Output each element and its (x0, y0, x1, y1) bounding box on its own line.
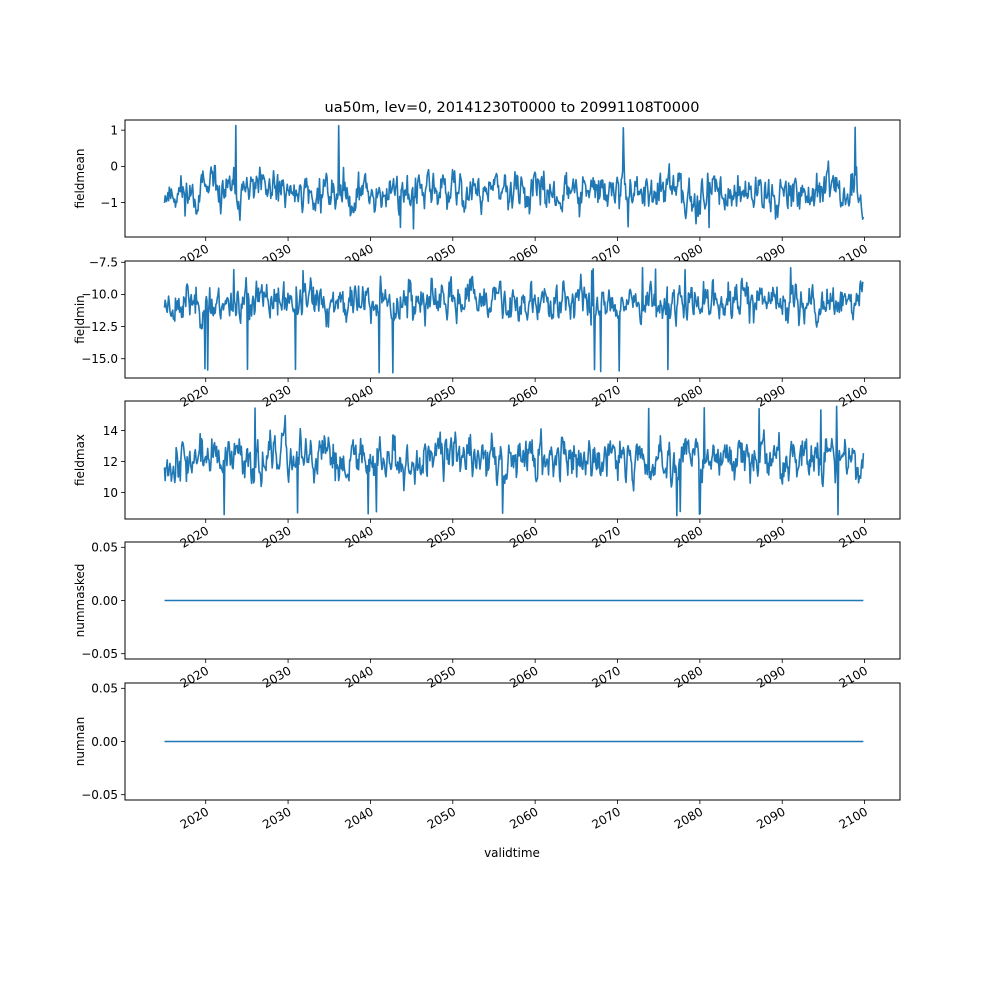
y-tick-label: 12 (103, 455, 118, 469)
y-axis-label: fieldmax (73, 434, 87, 486)
axes-frame (124, 400, 901, 520)
x-tick-label: 2050 (425, 804, 458, 831)
chart-title: ua50m, lev=0, 20141230T0000 to 20991108T… (325, 100, 700, 116)
y-tick-label: −0.05 (81, 788, 118, 802)
axes-background (122, 261, 903, 378)
y-tick-label: 0.00 (91, 594, 118, 608)
y-axis-label: nummasked (73, 564, 87, 638)
y-tick-label: 0.05 (91, 682, 118, 696)
x-tick-label: 2080 (672, 804, 705, 831)
y-axis-label: fieldmean (73, 149, 87, 209)
y-tick-label: −15.0 (81, 352, 118, 366)
y-tick-label: 0.00 (91, 735, 118, 749)
series-line-fieldmax (163, 405, 865, 517)
axes-frame (124, 119, 901, 238)
y-tick-label: −0.05 (81, 647, 118, 661)
y-tick-label: 0 (110, 160, 118, 174)
series-line-fieldmin (163, 266, 864, 374)
y-tick-label: 0.05 (91, 541, 118, 555)
y-tick-label: −10.0 (81, 288, 118, 302)
x-tick-label: 2060 (507, 804, 540, 831)
x-tick-label: 2100 (837, 804, 870, 831)
x-tick-label: 2040 (342, 804, 375, 831)
y-tick-label: 10 (103, 486, 118, 500)
y-tick-label: −12.5 (81, 320, 118, 334)
y-tick-label: 1 (110, 123, 118, 137)
y-axis-label: fieldmin (73, 295, 87, 344)
x-tick-label: 2030 (260, 804, 293, 831)
y-tick-label: 14 (103, 424, 118, 438)
x-tick-label: 2070 (590, 804, 623, 831)
y-tick-label: −7.5 (89, 256, 118, 270)
axes-frame (124, 260, 901, 379)
x-tick-label: 2020 (178, 804, 211, 831)
x-tick-label: 2090 (754, 804, 787, 831)
x-axis-label: validtime (484, 846, 540, 860)
y-tick-label: −1 (100, 196, 118, 210)
series-line-fieldmean (163, 124, 865, 230)
y-axis-label: numnan (73, 717, 87, 766)
